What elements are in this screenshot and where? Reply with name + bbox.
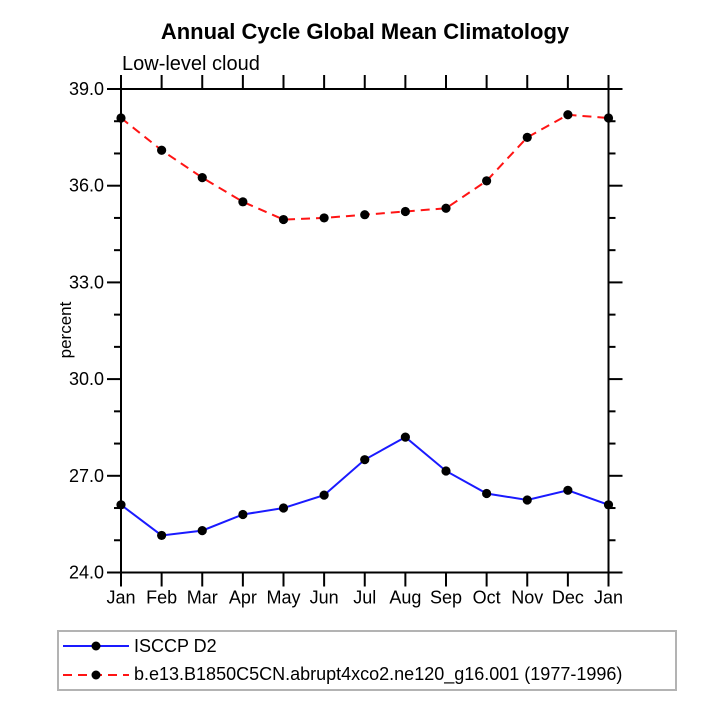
x-tick-label: Feb <box>146 588 177 608</box>
legend-item: b.e13.B1850C5CN.abrupt4xco2.ne120_g16.00… <box>62 661 675 689</box>
data-point-marker <box>238 197 248 207</box>
data-point-marker <box>278 214 289 225</box>
legend-label: ISCCP D2 <box>134 635 217 656</box>
legend: ISCCP D2 b.e13.B1850C5CN.abrupt4xco2.ne1… <box>57 630 677 691</box>
data-point-marker <box>400 206 410 217</box>
x-tick-label: Jan <box>106 588 135 608</box>
data-point-marker <box>197 525 207 536</box>
chart-subtitle: Low-level cloud <box>122 53 260 75</box>
chart-title: Annual Cycle Global Mean Climatology <box>160 19 570 44</box>
data-point-marker <box>116 113 126 123</box>
data-point-marker <box>360 210 370 220</box>
legend-line-sample-solid <box>63 641 129 651</box>
legend-marker-dot <box>91 641 101 651</box>
x-tick-label: Apr <box>229 588 257 608</box>
data-point-marker <box>563 110 573 120</box>
data-point-marker <box>603 113 614 123</box>
data-point-marker <box>482 488 492 499</box>
legend-marker-dot <box>91 670 101 680</box>
data-point-marker <box>441 466 451 476</box>
x-tick-label: Aug <box>389 588 421 608</box>
data-point-marker <box>116 500 126 510</box>
data-point-marker <box>238 509 248 520</box>
y-tick-label: 24.0 <box>69 563 104 583</box>
x-tick-label: Jun <box>310 588 339 608</box>
x-tick-label: Sep <box>430 588 462 608</box>
y-tick-label: 39.0 <box>69 79 104 99</box>
series-line-0 <box>120 435 609 537</box>
series-line-1 <box>120 113 609 221</box>
x-tick-label: Oct <box>473 588 501 608</box>
y-tick-label: 27.0 <box>69 466 104 486</box>
legend-line-sample-dashed <box>63 670 129 680</box>
data-point-marker <box>319 490 329 500</box>
data-point-marker <box>157 530 167 541</box>
data-point-marker <box>482 176 492 186</box>
data-point-marker <box>563 485 573 495</box>
x-tick-label: Mar <box>187 588 218 608</box>
x-tick-label: Jul <box>353 588 376 608</box>
x-tick-label: Dec <box>552 588 584 608</box>
plot-frame <box>120 88 610 574</box>
data-point-marker <box>197 173 207 183</box>
data-point-marker <box>441 203 451 213</box>
x-tick-label: Nov <box>511 588 543 608</box>
data-point-marker <box>522 495 532 505</box>
data-point-marker <box>319 213 329 223</box>
data-point-marker <box>603 500 614 510</box>
data-point-marker <box>157 145 167 155</box>
data-point-marker <box>360 455 370 465</box>
y-tick-label: 33.0 <box>69 272 104 292</box>
x-tick-label: Jan <box>594 588 623 608</box>
legend-label: b.e13.B1850C5CN.abrupt4xco2.ne120_g16.00… <box>134 664 623 685</box>
x-tick-label: May <box>266 588 300 608</box>
data-point-marker <box>278 503 289 513</box>
y-tick-label: 36.0 <box>69 176 104 196</box>
legend-item: ISCCP D2 <box>62 632 675 660</box>
y-tick-label: 30.0 <box>69 369 104 389</box>
data-point-marker <box>522 132 532 142</box>
data-point-marker <box>400 432 410 442</box>
